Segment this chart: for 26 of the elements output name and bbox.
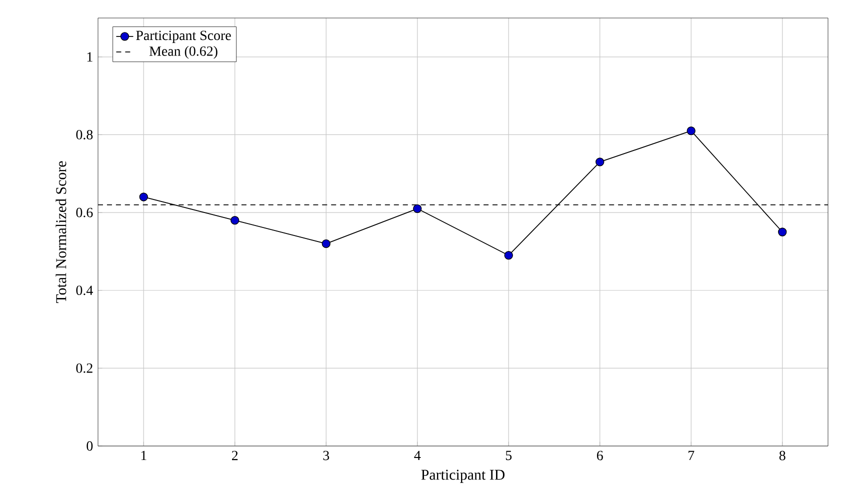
- x-tick-label: 5: [506, 450, 512, 460]
- x-tick-label: 7: [688, 450, 694, 460]
- y-tick-label: 0.6: [76, 208, 93, 218]
- point: [322, 239, 330, 248]
- x-tick-label: 8: [779, 450, 786, 460]
- point: [504, 251, 513, 260]
- point: [778, 228, 787, 236]
- point: [230, 216, 240, 225]
- point: [139, 192, 148, 202]
- x-tick-label: 2: [232, 450, 238, 460]
- x-tick-label: 3: [323, 450, 330, 460]
- point: [686, 126, 696, 136]
- y-tick-label: 0.4: [76, 286, 93, 296]
- y-axis-title: Total Normalized Score: [56, 161, 66, 303]
- y-tick-label: 0.8: [76, 130, 93, 140]
- y-tick-label: 0.2: [76, 363, 92, 373]
- x-tick-label: 1: [141, 450, 146, 460]
- x-tick-label: 6: [596, 450, 603, 460]
- point: [596, 158, 604, 166]
- y-tick-label: 1: [87, 52, 92, 62]
- y-tick-label: 0: [86, 441, 93, 451]
- x-axis-title: Participant ID: [421, 470, 505, 483]
- point: [413, 204, 422, 213]
- legend-label: Mean (0.62): [149, 46, 218, 59]
- x-tick-label: 4: [414, 450, 421, 460]
- legend-label: Participant Score: [136, 30, 231, 43]
